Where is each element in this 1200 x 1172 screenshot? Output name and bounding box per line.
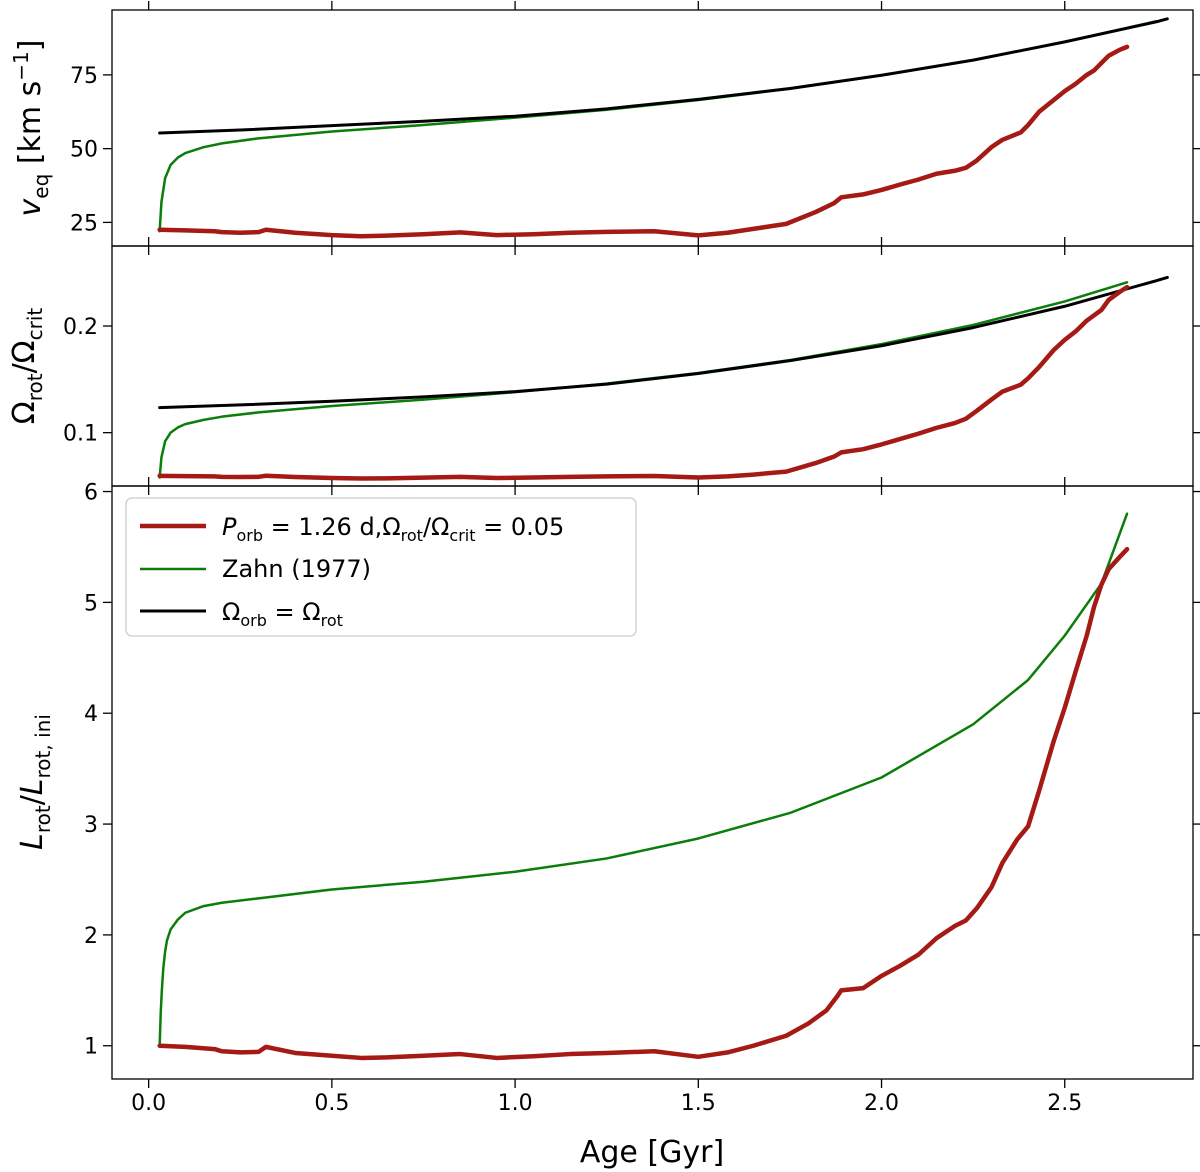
legend-label-sync: Ωorb = Ωrot: [222, 598, 343, 630]
panel-omega-frame: [111, 245, 1194, 487]
ytick-label-veq-0: 25: [70, 211, 98, 236]
xtick-label-3: 1.5: [681, 1091, 716, 1116]
series-obs-omega: [157, 284, 1130, 481]
xtick-label-1: 0.5: [314, 1091, 349, 1116]
series-sync-omega: [158, 275, 1169, 410]
xtick-label-5: 2.5: [1047, 1091, 1082, 1116]
ytick-label-omega-1: 0.2: [63, 315, 98, 340]
axis-ticks: 25 50 75 0.1 0.2 1 2 3 4 5 6 0.0 0.5 1.0 1.5 2.0 2.5: [63, 1, 1200, 1116]
xtick-label-2: 1.0: [498, 1091, 533, 1116]
ytick-label-L-1: 2: [84, 924, 98, 949]
ytick-label-L-2: 3: [84, 813, 98, 838]
xtick-label-0: 0.0: [131, 1091, 166, 1116]
ylabel-veq: veq [km s−1]: [9, 40, 53, 217]
legend-label-obs: Porb = 1.26 d,Ωrot/Ωcrit = 0.05: [222, 513, 564, 545]
legend-box: [125, 497, 637, 637]
series-layer: [157, 17, 1169, 1061]
ylabel-omega: Ωrot/Ωcrit: [7, 308, 47, 425]
series-sync-veq: [158, 17, 1169, 135]
ytick-label-L-0: 1: [84, 1035, 98, 1060]
legend: Porb = 1.26 d,Ωrot/Ωcrit = 0.05 Zahn (19…: [125, 497, 637, 637]
x-axis-title: Age [Gyr]: [580, 1135, 724, 1170]
ytick-label-veq-2: 75: [70, 64, 98, 89]
svg-text:Ωrot/Ωcrit: Ωrot/Ωcrit: [7, 308, 47, 425]
series-zahn-omega: [158, 281, 1129, 479]
panel-L-frame: [111, 485, 1194, 1080]
series-obs-L: [157, 546, 1130, 1061]
legend-label-zahn: Zahn (1977): [222, 555, 371, 583]
svg-text:Lrot/Lrot, ini: Lrot/Lrot, ini: [15, 714, 55, 850]
ytick-label-L-5: 6: [84, 481, 98, 506]
svg-text:veq [km s−1]: veq [km s−1]: [9, 40, 53, 217]
series-obs-veq: [157, 44, 1130, 239]
ylabel-L: Lrot/Lrot, ini: [15, 714, 55, 850]
series-zahn-L: [158, 512, 1129, 1047]
ytick-label-L-4: 5: [84, 591, 98, 616]
ytick-label-omega-0: 0.1: [63, 422, 98, 447]
xtick-label-4: 2.0: [864, 1091, 899, 1116]
ytick-label-veq-1: 50: [70, 138, 98, 163]
ytick-label-L-3: 4: [84, 702, 98, 727]
